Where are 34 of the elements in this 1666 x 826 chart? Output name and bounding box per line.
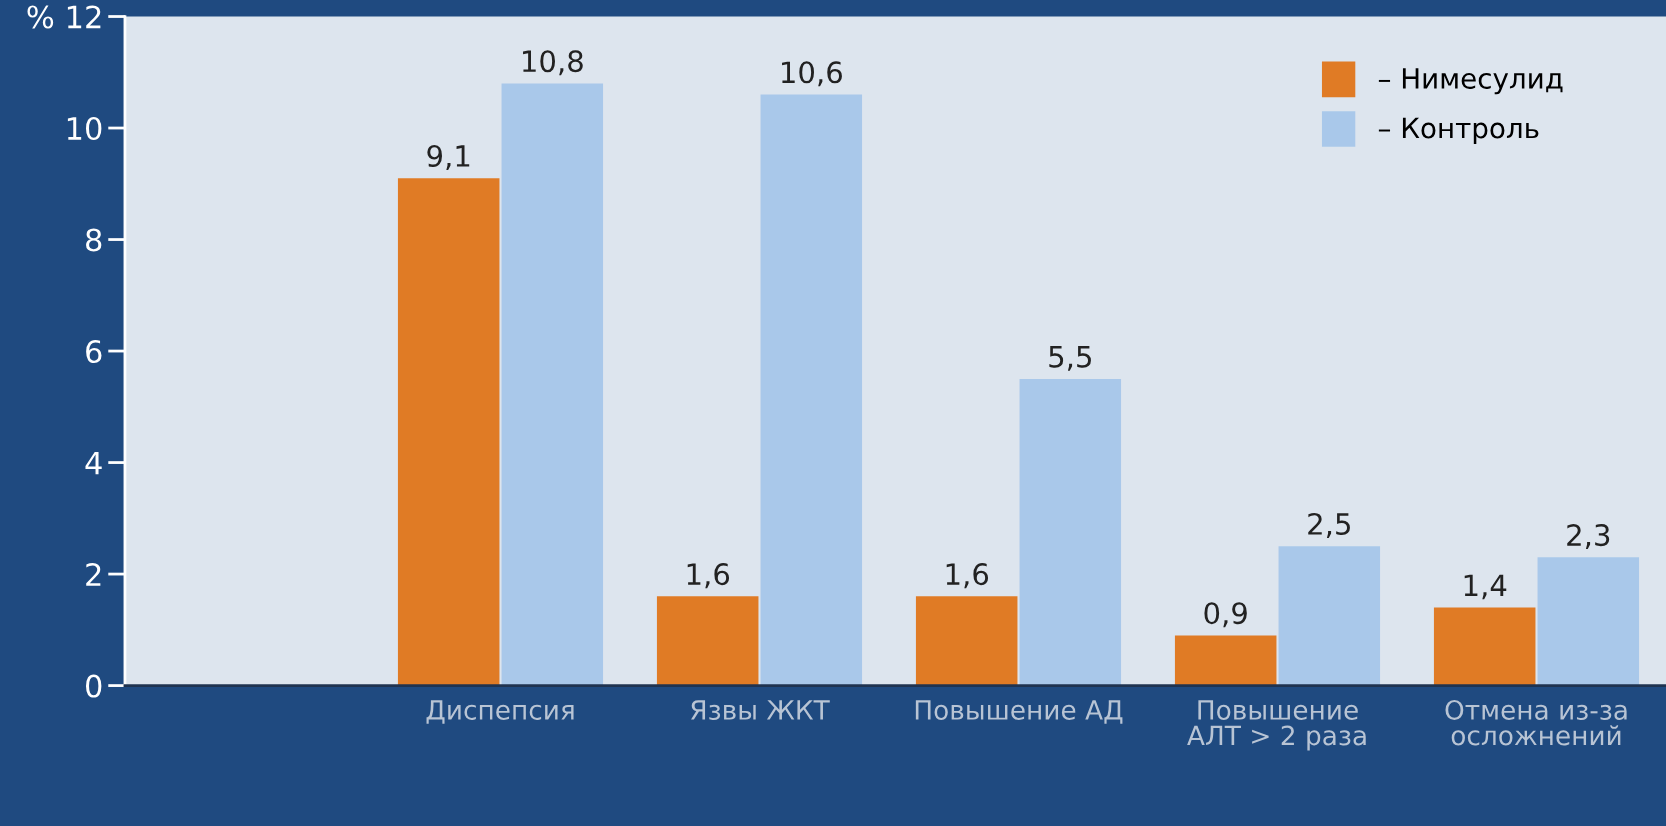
- data-label: 10,8: [523, 50, 583, 76]
- x-tick-label: Диспепсия: [426, 700, 574, 724]
- bar: [1433, 607, 1536, 686]
- bar: [915, 596, 1018, 686]
- data-label: 2,5: [1308, 512, 1350, 538]
- y-tick-label: 4: [85, 451, 102, 475]
- bar: [656, 596, 759, 686]
- y-tick-label: % 12: [27, 5, 101, 29]
- data-label: 2,3: [1567, 524, 1610, 550]
- data-label: 10,6: [782, 61, 842, 87]
- x-tick-label: Отмена из-за осложнений: [1445, 699, 1627, 746]
- y-tick-label: 0: [86, 674, 102, 698]
- data-label: 1,4: [1464, 574, 1507, 600]
- data-label: 1,6: [687, 563, 730, 589]
- legend-label: – Контроль: [1378, 117, 1539, 144]
- y-tick-label: 10: [67, 116, 102, 141]
- y-tick-label: 8: [86, 228, 102, 252]
- x-tick-label: Повышение АД: [915, 700, 1123, 724]
- x-tick-label: Язвы ЖКТ: [691, 700, 830, 720]
- legend-label: – Нимесулид: [1378, 68, 1563, 95]
- data-label: 1,6: [946, 563, 989, 589]
- data-label: 9,1: [427, 144, 470, 170]
- data-label: 5,5: [1049, 346, 1091, 371]
- bar: [760, 94, 863, 686]
- x-tick-label: Повышение АЛТ > 2 раза: [1187, 700, 1366, 751]
- bar: [1174, 635, 1277, 686]
- y-tick-label: 2: [86, 563, 101, 586]
- bar: [397, 178, 500, 686]
- bar: [1278, 546, 1381, 686]
- bar: [501, 83, 604, 686]
- y-tick-label: 6: [86, 339, 102, 364]
- bar: [1019, 378, 1122, 686]
- bar: [1537, 557, 1640, 686]
- data-label: 0,9: [1204, 602, 1247, 628]
